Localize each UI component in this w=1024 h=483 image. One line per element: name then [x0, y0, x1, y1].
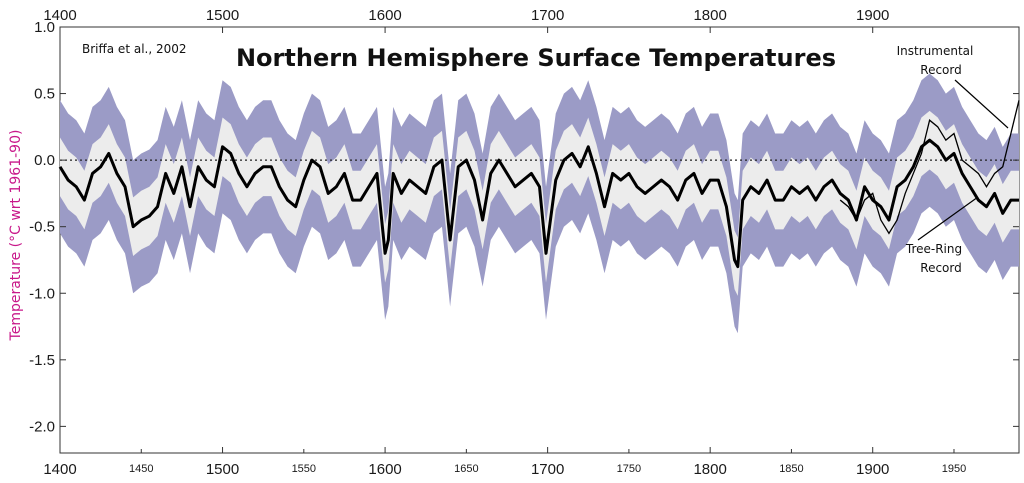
x-tick-label-bottom: 1900 [856, 461, 889, 478]
y-tick-label: -1.0 [29, 285, 55, 302]
x-tick-label-bottom: 1400 [43, 461, 76, 478]
y-tick-label: -1.5 [29, 352, 55, 369]
series-layer [58, 100, 1020, 269]
axis-ticks: 1400 1400 1500 1500 1600 1600 1700 1700 1800 1800… [29, 7, 1019, 478]
x-minor-tick-label: 1750 [617, 463, 641, 475]
x-tick-label-top: 1600 [368, 7, 401, 24]
x-minor-tick-label: 1450 [129, 463, 153, 475]
treering-annotation-line2: Record [920, 261, 961, 275]
x-tick-label-bottom: 1500 [206, 461, 239, 478]
instrumental-annotation-line2: Record [920, 63, 961, 77]
source-citation: Briffa et al., 2002 [82, 42, 187, 56]
x-tick-label-top: 1900 [856, 7, 889, 24]
y-tick-label: 0.0 [34, 152, 55, 169]
x-tick-label-top: 1400 [43, 7, 76, 24]
x-tick-label-top: 1500 [206, 7, 239, 24]
tree-ring-record-line [58, 138, 1019, 269]
x-minor-tick-label: 1950 [942, 463, 966, 475]
instrumental-annotation-pointer [954, 79, 1009, 129]
x-minor-tick-label: 1850 [779, 463, 803, 475]
y-tick-label: -2.0 [29, 418, 55, 435]
treering-annotation-line1: Tree-Ring [905, 242, 962, 256]
y-tick-label: 1.0 [34, 19, 55, 36]
inner-uncertainty-band [60, 110, 1019, 296]
x-minor-tick-label: 1550 [292, 463, 316, 475]
x-tick-label-bottom: 1800 [693, 461, 726, 478]
y-axis-label: Temperature (°C wrt 1961-90) [8, 130, 24, 342]
x-minor-tick-label: 1650 [454, 463, 478, 475]
chart-title: Northern Hemisphere Surface Temperatures [236, 44, 836, 72]
y-tick-label: -0.5 [29, 219, 55, 236]
x-tick-label-bottom: 1600 [368, 461, 401, 478]
treering-annotation-pointer [917, 196, 979, 241]
x-tick-label-bottom: 1700 [531, 461, 564, 478]
y-tick-label: 0.5 [34, 86, 55, 103]
x-tick-label-top: 1700 [531, 7, 564, 24]
instrumental-annotation-line1: Instrumental [897, 44, 974, 58]
x-tick-label-top: 1800 [693, 7, 726, 24]
uncertainty-bands [60, 73, 1019, 334]
